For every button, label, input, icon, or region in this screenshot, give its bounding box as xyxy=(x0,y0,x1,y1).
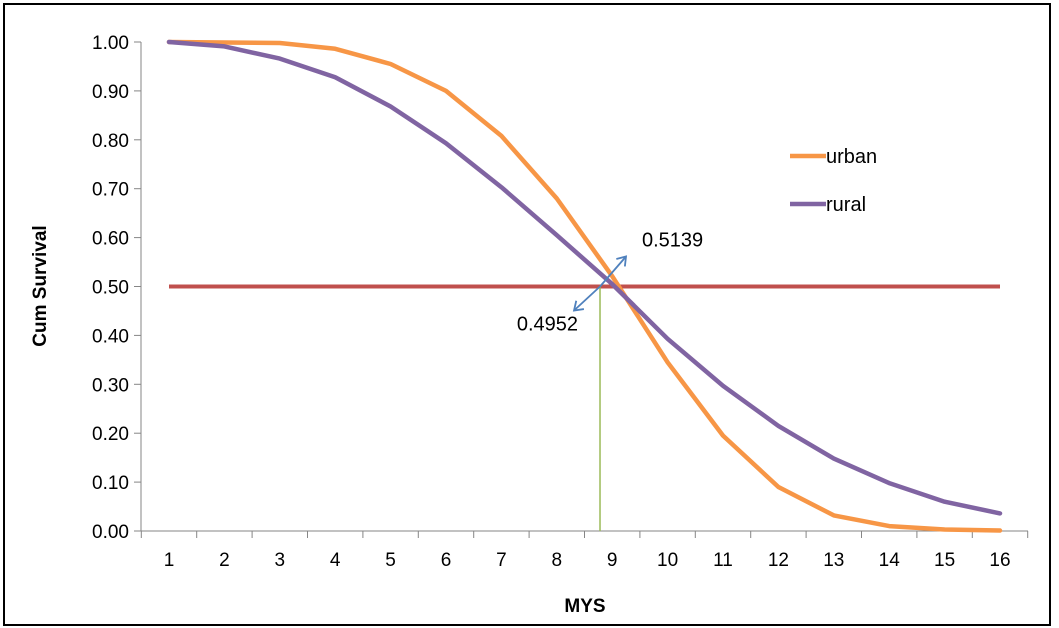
y-tick-label: 0.60 xyxy=(92,229,129,250)
x-tick-label: 4 xyxy=(330,550,341,571)
y-tick-label: 0.50 xyxy=(92,278,129,299)
annotation-arrow-head xyxy=(572,300,585,312)
x-tick-label: 13 xyxy=(823,550,844,571)
y-tick-label: 0.40 xyxy=(92,326,129,347)
y-axis-title: Cum Survival xyxy=(30,225,51,346)
annotation-label: 0.5139 xyxy=(642,230,703,252)
legend-label-urban: urban xyxy=(826,146,877,168)
annotation-label: 0.4952 xyxy=(517,314,578,336)
y-tick-label: 1.00 xyxy=(92,33,129,54)
series-layer xyxy=(166,39,1003,533)
x-tick-label: 11 xyxy=(713,550,733,571)
y-tick-label: 0.10 xyxy=(92,473,129,494)
y-tick-label: 0.90 xyxy=(92,82,129,103)
annotation-arrow-shaft xyxy=(599,255,627,288)
x-tick-label: 10 xyxy=(657,550,678,571)
annotation-arrow-head xyxy=(616,255,628,267)
x-tick-label: 14 xyxy=(879,550,901,571)
reference-lines xyxy=(169,284,1000,531)
x-tick-label: 9 xyxy=(607,550,618,571)
series-line-urban xyxy=(166,39,1003,533)
y-axis: 0.00 0.10 0.20 0.30 0.40 0.50 0.60 0.70 0.80 0.90… xyxy=(92,33,142,543)
x-tick-label: 5 xyxy=(385,550,396,571)
x-tick-label: 16 xyxy=(989,550,1010,571)
legend-label-rural: rural xyxy=(826,194,866,216)
x-tick-label: 8 xyxy=(552,550,563,571)
y-tick-label: 0.30 xyxy=(92,375,129,396)
x-axis-title: MYS xyxy=(564,596,605,617)
legend: urban rural xyxy=(790,146,877,216)
y-tick-label: 0.00 xyxy=(92,522,129,543)
annotation-layer: 0.5139 0.4952 xyxy=(517,230,703,336)
x-tick-label: 1 xyxy=(164,550,175,571)
annotation-arrow-shaft xyxy=(573,285,601,312)
y-tick-label: 0.80 xyxy=(92,131,129,152)
series-line-rural xyxy=(166,39,1003,516)
x-tick-label: 7 xyxy=(496,550,507,571)
x-tick-label: 3 xyxy=(275,550,286,571)
x-tick-label: 12 xyxy=(768,550,789,571)
y-tick-label: 0.20 xyxy=(92,424,129,445)
x-axis: 1 2 3 4 5 6 7 8 9 10 11 12 13 14 15 16 xyxy=(140,530,1029,571)
x-tick-label: 6 xyxy=(441,550,452,571)
y-tick-label: 0.70 xyxy=(92,180,129,201)
x-tick-label: 15 xyxy=(934,550,955,571)
x-tick-label: 2 xyxy=(219,550,230,571)
